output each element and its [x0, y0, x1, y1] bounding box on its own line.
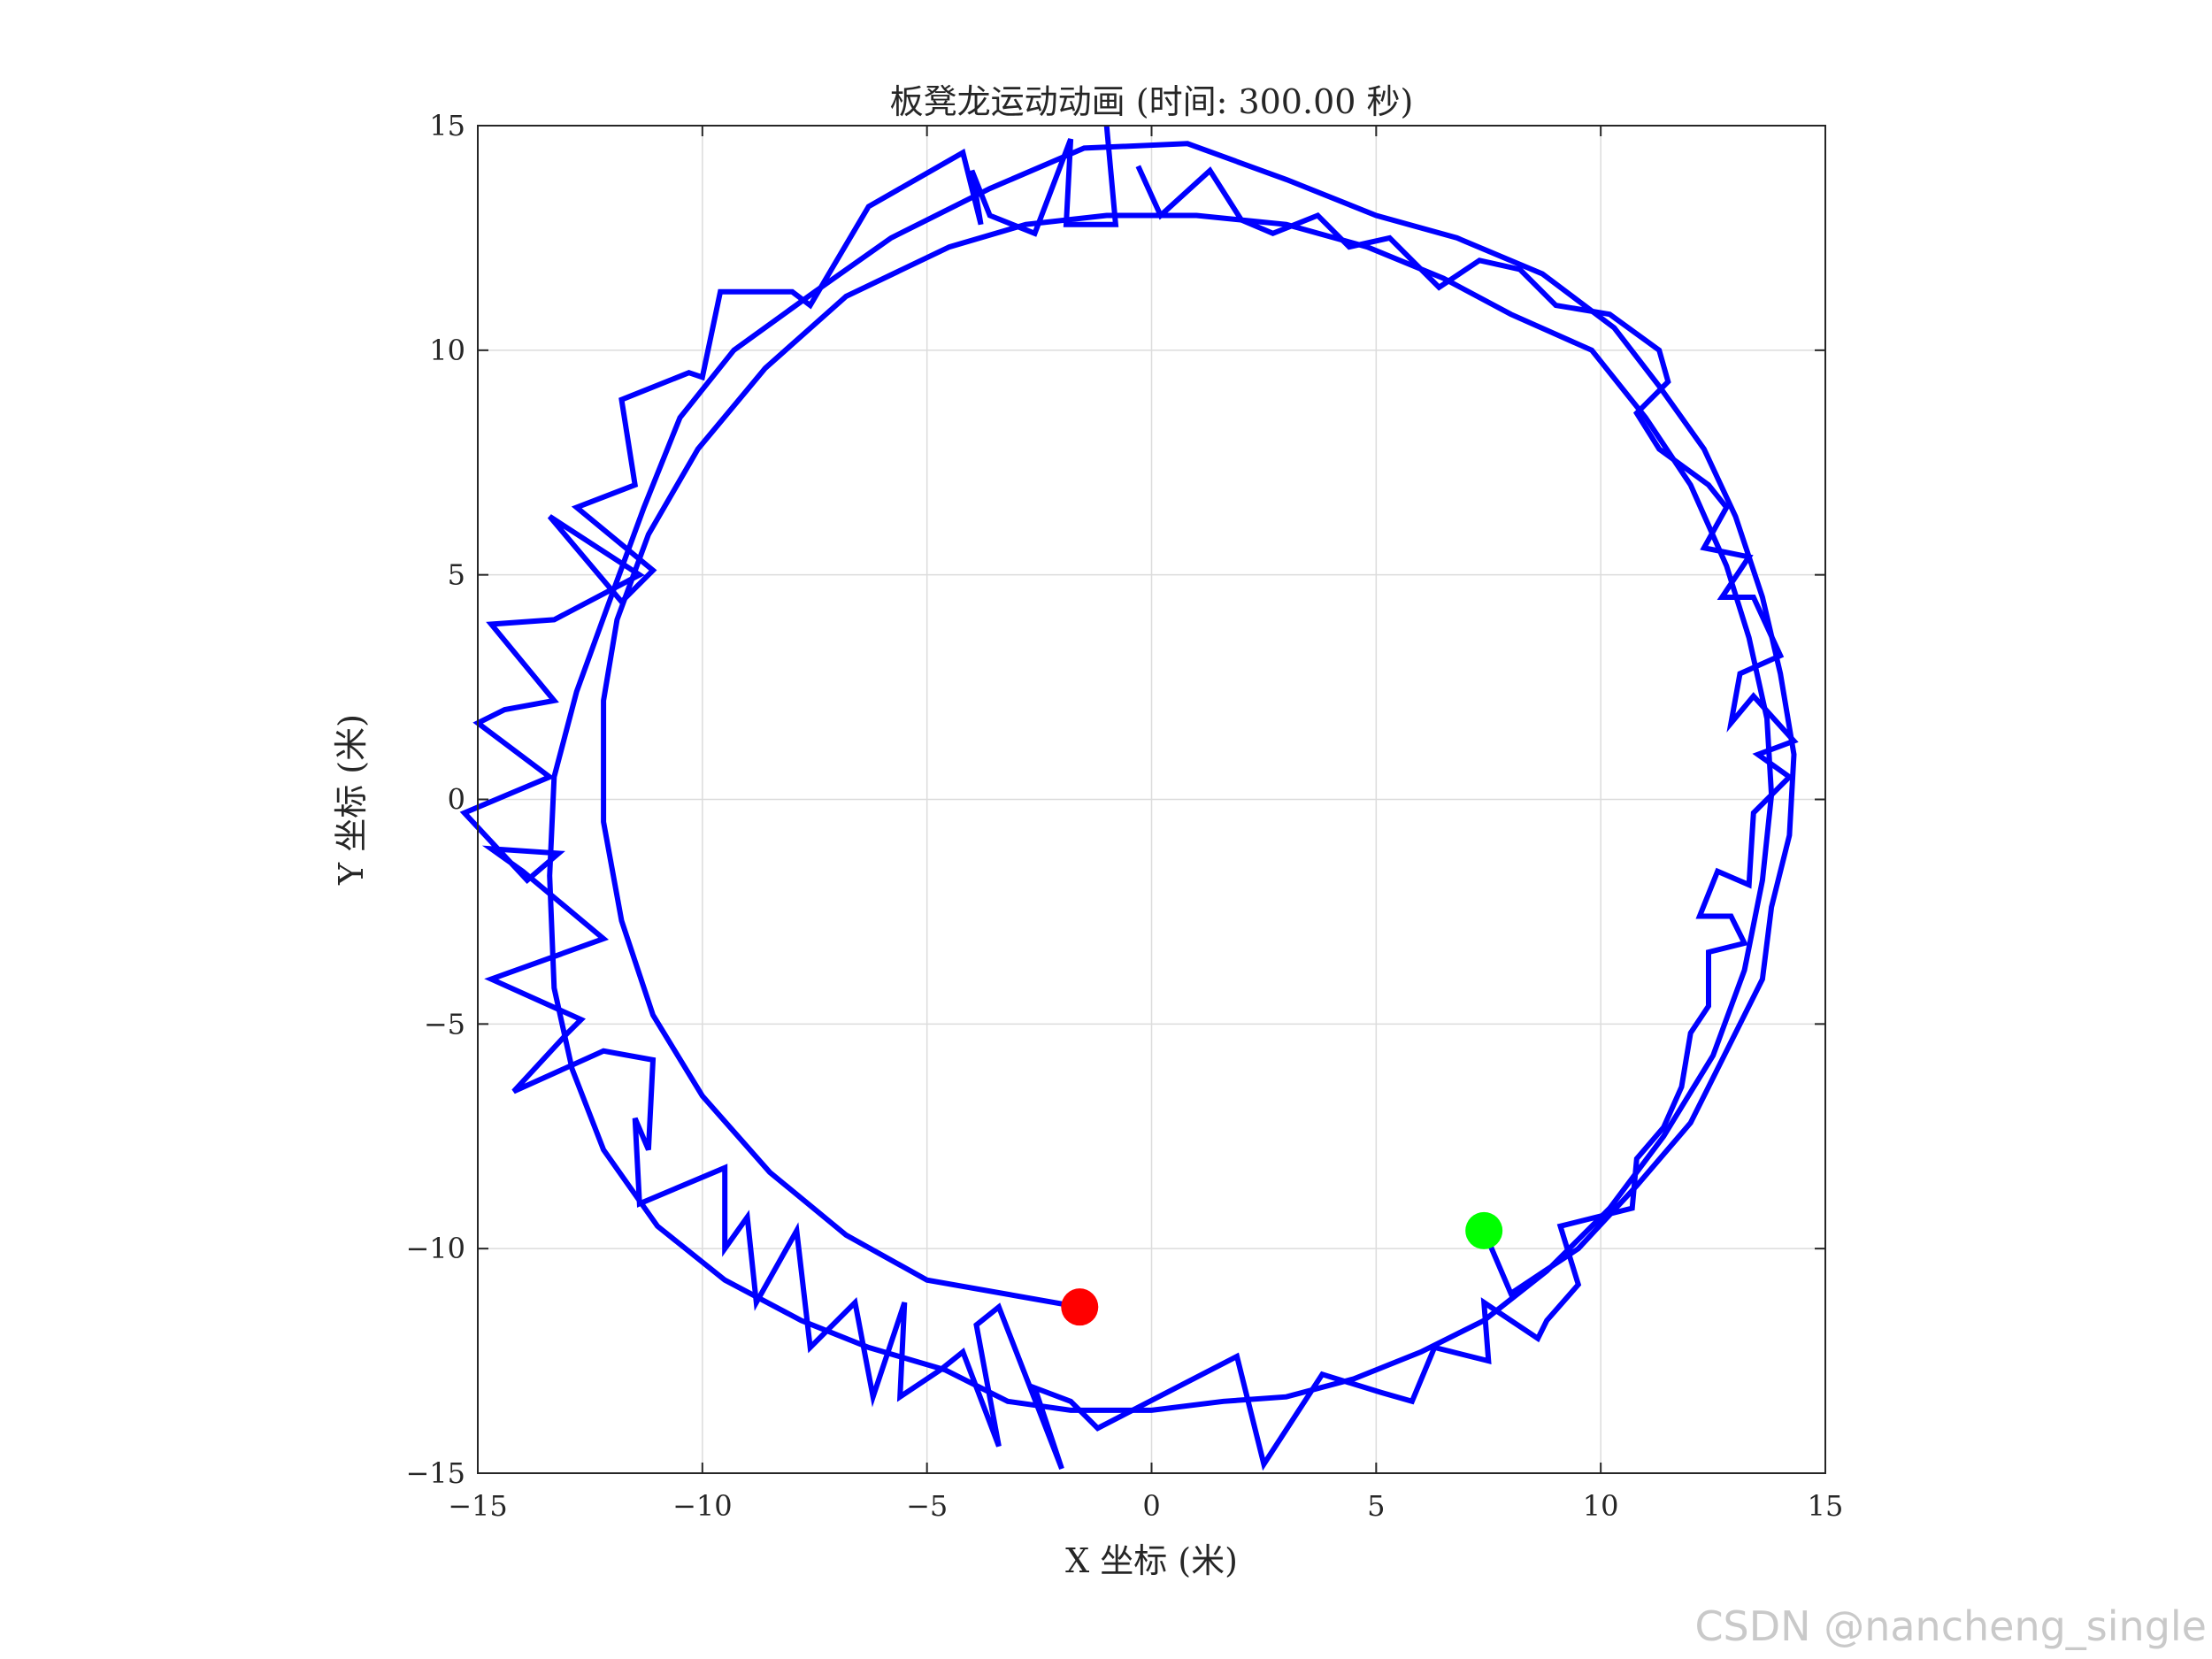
y-tick-label: 10	[429, 334, 465, 367]
watermark: CSDN @nancheng_single	[1694, 1602, 2207, 1650]
x-axis-label: X 坐标 (米)	[1065, 1541, 1238, 1580]
x-tick-label: −15	[448, 1489, 508, 1523]
marker-layer	[1061, 1211, 1503, 1326]
x-tick-label: 15	[1808, 1489, 1844, 1523]
x-tick-label: 5	[1367, 1489, 1385, 1523]
series-line	[547, 141, 1797, 1413]
y-tick-label: 15	[429, 109, 465, 142]
x-tick-label: 10	[1583, 1489, 1619, 1523]
ticks	[477, 125, 1826, 1474]
y-tick-label: −15	[405, 1456, 465, 1490]
y-tick-label: 5	[448, 558, 465, 592]
y-axis-label: Y 坐标 (米)	[332, 714, 371, 886]
tick-labels: −15 −10 −5 0 5 10 15 −15 −10 −5 0 5 10 15	[405, 109, 1843, 1523]
position-marker	[1465, 1211, 1503, 1249]
y-tick-label: −10	[405, 1232, 465, 1265]
position-marker	[1061, 1288, 1099, 1326]
y-tick-label: −5	[424, 1007, 465, 1041]
x-tick-label: −5	[906, 1489, 948, 1523]
curve-layer	[459, 125, 1799, 1471]
x-tick-label: −10	[672, 1489, 733, 1523]
chart-title: 板凳龙运动动画 (时间: 300.00 秒)	[890, 82, 1414, 121]
x-tick-label: 0	[1142, 1489, 1160, 1523]
series-zigzag-line	[459, 125, 1799, 1471]
y-tick-label: 0	[448, 783, 465, 817]
